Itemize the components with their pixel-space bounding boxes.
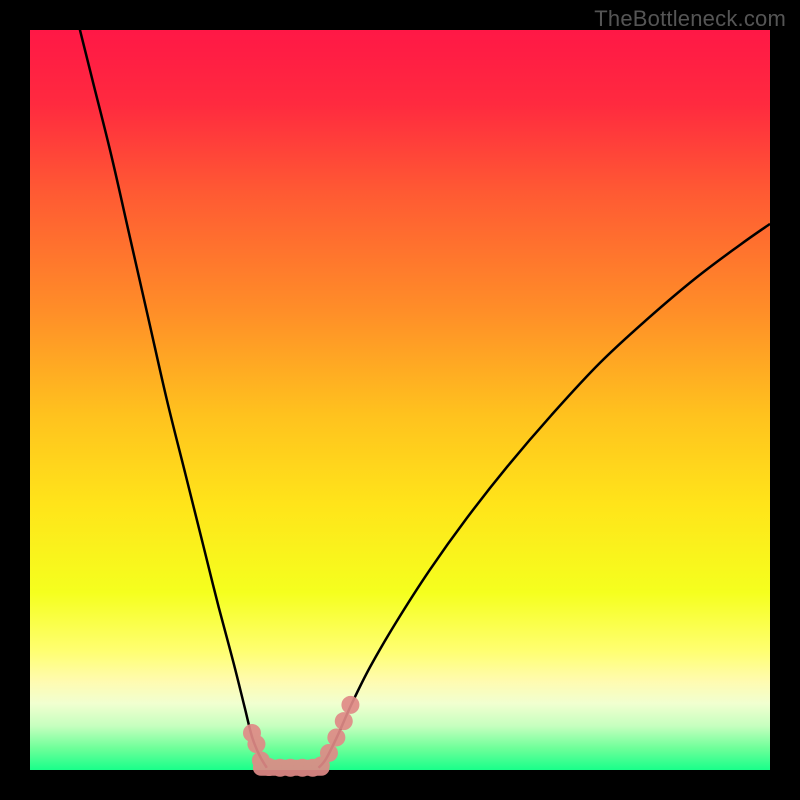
highlight-dot [335, 712, 353, 730]
highlight-dot [341, 696, 359, 714]
plot-area [30, 30, 770, 770]
highlight-markers [243, 696, 359, 777]
watermark-text: TheBottleneck.com [594, 6, 786, 32]
highlight-dot [320, 744, 338, 762]
highlight-dot [327, 728, 345, 746]
highlight-dot [247, 735, 265, 753]
curve-layer [30, 30, 770, 770]
curve-right-branch [319, 224, 770, 768]
outer-frame: TheBottleneck.com [0, 0, 800, 800]
curve-left-branch [78, 23, 267, 768]
